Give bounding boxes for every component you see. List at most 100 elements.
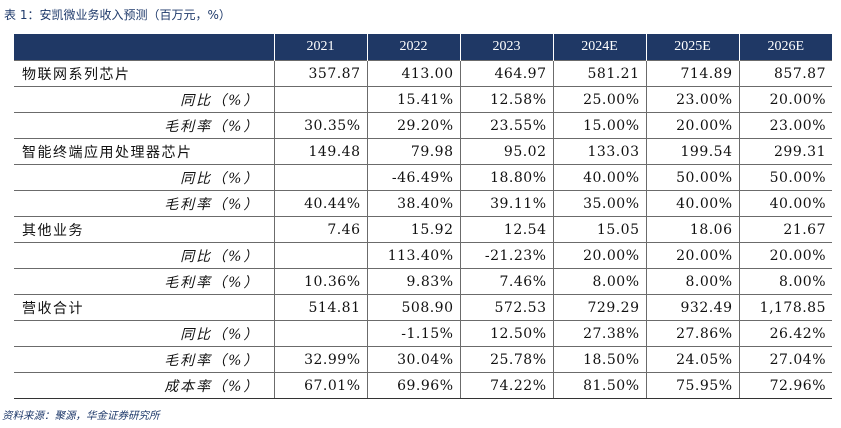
table-cell: 10.36% xyxy=(274,268,368,295)
table-cell: -46.49% xyxy=(367,164,461,191)
table-cell: 8.00% xyxy=(646,268,740,295)
table-cell: 413.00 xyxy=(367,60,461,87)
table-cell: 514.81 xyxy=(274,294,368,321)
table-cell: 18.06 xyxy=(646,216,740,243)
table-cell: 15.05 xyxy=(553,216,647,243)
table-cell: 857.87 xyxy=(739,60,832,87)
table-cell: 30.35% xyxy=(274,112,368,139)
table-body: 物联网系列芯片 357.87 413.00 464.97 581.21 714.89 857… xyxy=(14,60,832,399)
table-row: 同比（%） -46.49% 18.80% 40.00% 50.00% 50.00% xyxy=(14,164,832,191)
table-cell: 18.80% xyxy=(460,164,554,191)
row-label: 智能终端应用处理器芯片 xyxy=(14,138,275,165)
table-cell: 20.00% xyxy=(739,242,832,269)
table-cell: 24.05% xyxy=(646,346,740,373)
row-label: 营收合计 xyxy=(14,294,275,321)
table-cell: 12.50% xyxy=(460,320,554,347)
table-cell: 40.00% xyxy=(553,164,647,191)
table-cell: 39.11% xyxy=(460,190,554,217)
table-row: 毛利率（%） 10.36% 9.83% 7.46% 8.00% 8.00% 8.00% xyxy=(14,268,832,295)
table-cell: 26.42% xyxy=(739,320,832,347)
table-cell: 50.00% xyxy=(739,164,832,191)
row-sublabel: 毛利率（%） xyxy=(14,190,275,217)
table-cell: 27.38% xyxy=(553,320,647,347)
header-cell-year: 2025E xyxy=(646,34,740,61)
row-sublabel: 毛利率（%） xyxy=(14,346,275,373)
table-cell xyxy=(274,242,368,269)
table-cell: 8.00% xyxy=(739,268,832,295)
table-row: 毛利率（%） 32.99% 30.04% 25.78% 18.50% 24.05% 27.0… xyxy=(14,346,832,373)
table-cell: 7.46% xyxy=(460,268,554,295)
table-cell: 40.00% xyxy=(739,190,832,217)
table-cell: 27.86% xyxy=(646,320,740,347)
table-row: 同比（%） -1.15% 12.50% 27.38% 27.86% 26.42% xyxy=(14,320,832,347)
table-row: 同比（%） 113.40% -21.23% 20.00% 20.00% 20.00% xyxy=(14,242,832,269)
header-cell-year: 2022 xyxy=(367,34,461,61)
row-sublabel: 同比（%） xyxy=(14,164,275,191)
table-row: 物联网系列芯片 357.87 413.00 464.97 581.21 714.89 857… xyxy=(14,60,832,87)
header-cell-label xyxy=(14,34,275,61)
table-cell: 12.58% xyxy=(460,86,554,113)
table-cell: 357.87 xyxy=(274,60,368,87)
table-cell xyxy=(274,320,368,347)
table-row: 同比（%） 15.41% 12.58% 25.00% 23.00% 20.00% xyxy=(14,86,832,113)
table-cell: 714.89 xyxy=(646,60,740,87)
row-sublabel: 同比（%） xyxy=(14,320,275,347)
table-cell: 9.83% xyxy=(367,268,461,295)
table-cell: 729.29 xyxy=(553,294,647,321)
table-cell: 40.44% xyxy=(274,190,368,217)
table-cell: 72.96% xyxy=(739,372,832,399)
header-cell-year: 2024E xyxy=(553,34,647,61)
table-row: 毛利率（%） 30.35% 29.20% 23.55% 15.00% 20.00% 23.0… xyxy=(14,112,832,139)
table-cell: 572.53 xyxy=(460,294,554,321)
table-cell: 464.97 xyxy=(460,60,554,87)
table-cell: 20.00% xyxy=(646,112,740,139)
table-cell: 95.02 xyxy=(460,138,554,165)
source-note: 资料来源：聚源，华金证券研究所 xyxy=(2,410,160,422)
table-cell: 74.22% xyxy=(460,372,554,399)
table-cell: 40.00% xyxy=(646,190,740,217)
table-cell xyxy=(274,164,368,191)
table-cell: 23.00% xyxy=(646,86,740,113)
table-cell: 18.50% xyxy=(553,346,647,373)
table-cell: 299.31 xyxy=(739,138,832,165)
header-cell-year: 2026E xyxy=(739,34,832,61)
table-cell: -21.23% xyxy=(460,242,554,269)
table-cell: 79.98 xyxy=(367,138,461,165)
header-row: 2021 2022 2023 2024E 2025E 2026E xyxy=(14,34,832,61)
table-cell: 508.90 xyxy=(367,294,461,321)
table-cell: 149.48 xyxy=(274,138,368,165)
table-cell: 581.21 xyxy=(553,60,647,87)
row-label: 物联网系列芯片 xyxy=(14,60,275,87)
row-sublabel: 毛利率（%） xyxy=(14,112,275,139)
table-cell: 35.00% xyxy=(553,190,647,217)
header-cell-year: 2021 xyxy=(274,34,368,61)
table-cell: 8.00% xyxy=(553,268,647,295)
row-label: 其他业务 xyxy=(14,216,275,243)
table-caption: 表 1：安凯微业务收入预测（百万元，%） xyxy=(4,8,231,22)
table-cell: 81.50% xyxy=(553,372,647,399)
table-cell: 25.78% xyxy=(460,346,554,373)
table-cell: 12.54 xyxy=(460,216,554,243)
table-cell: 38.40% xyxy=(367,190,461,217)
table-row: 毛利率（%） 40.44% 38.40% 39.11% 35.00% 40.00% 40.0… xyxy=(14,190,832,217)
row-sublabel: 同比（%） xyxy=(14,242,275,269)
table-cell: 30.04% xyxy=(367,346,461,373)
row-sublabel: 同比（%） xyxy=(14,86,275,113)
table-cell: 20.00% xyxy=(646,242,740,269)
table-cell: 25.00% xyxy=(553,86,647,113)
table-cell: 20.00% xyxy=(739,86,832,113)
table-row: 营收合计 514.81 508.90 572.53 729.29 932.49 1,178.… xyxy=(14,294,832,321)
table-cell: 133.03 xyxy=(553,138,647,165)
table-cell: 15.92 xyxy=(367,216,461,243)
table-cell: 75.95% xyxy=(646,372,740,399)
table-cell: -1.15% xyxy=(367,320,461,347)
table-cell: 50.00% xyxy=(646,164,740,191)
table-cell: 23.00% xyxy=(739,112,832,139)
table-row: 智能终端应用处理器芯片 149.48 79.98 95.02 133.03 199.54 2… xyxy=(14,138,832,165)
forecast-table: 2021 2022 2023 2024E 2025E 2026E 物联网系列芯片… xyxy=(14,34,832,399)
table-row: 成本率（%） 67.01% 69.96% 74.22% 81.50% 75.95% 72.9… xyxy=(14,372,832,399)
table-cell: 20.00% xyxy=(553,242,647,269)
header-cell-year: 2023 xyxy=(460,34,554,61)
table-cell: 113.40% xyxy=(367,242,461,269)
table-cell: 7.46 xyxy=(274,216,368,243)
